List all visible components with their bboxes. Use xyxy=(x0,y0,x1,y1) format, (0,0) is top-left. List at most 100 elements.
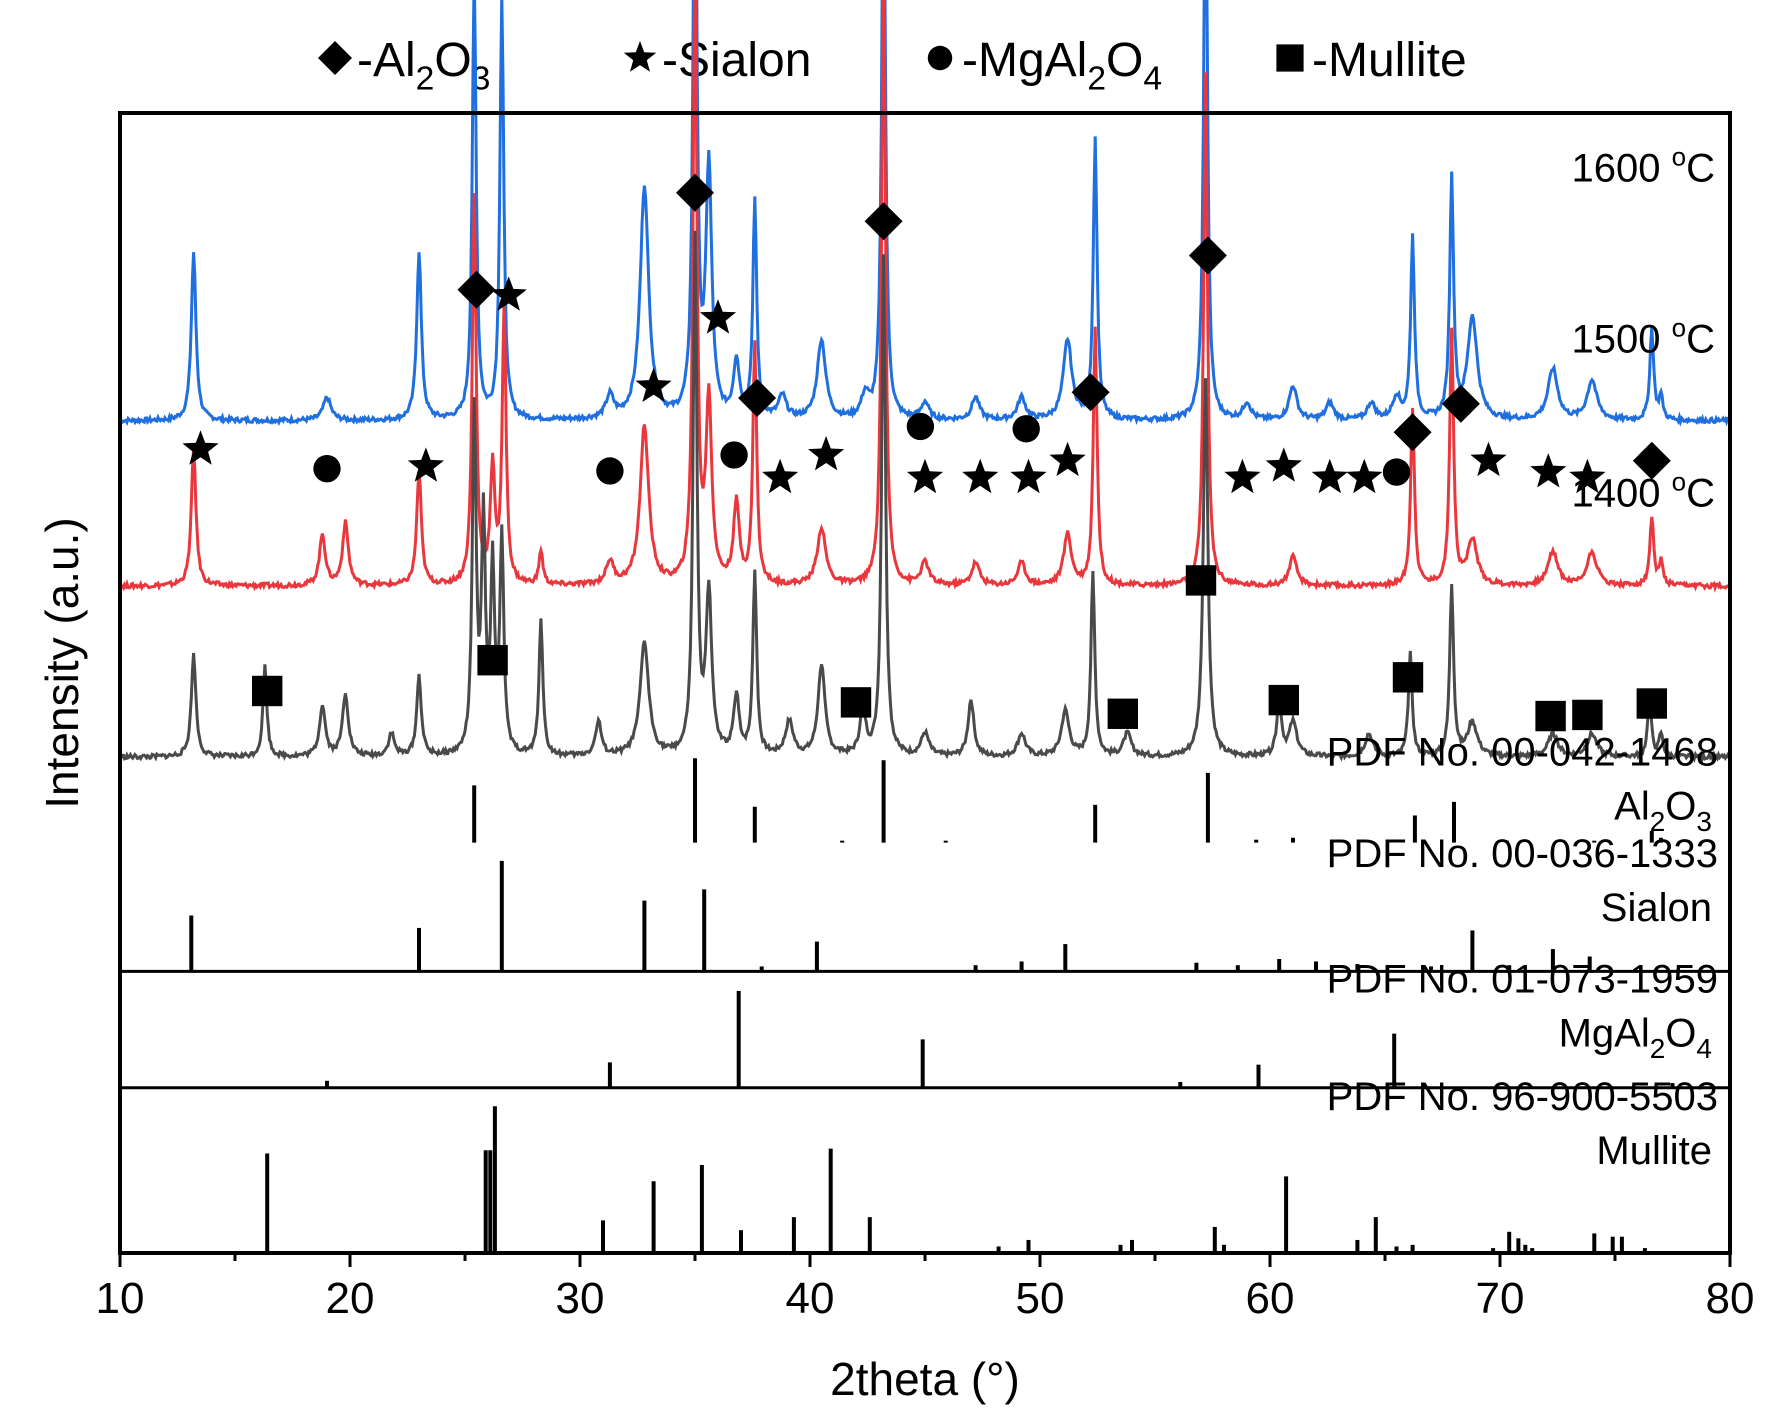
x-tick-label: 60 xyxy=(1246,1274,1295,1323)
reference-phase-label-part: O xyxy=(1665,785,1696,829)
peak-marker-diamond xyxy=(1632,441,1671,480)
series-label-0: 1600 oC xyxy=(1572,141,1715,190)
peak-marker-star xyxy=(808,436,845,471)
peak-marker-star xyxy=(1049,441,1086,477)
peak-marker-square xyxy=(252,675,283,707)
reference-phase-label: Mullite xyxy=(1596,1129,1712,1173)
series-label-degree: o xyxy=(1672,312,1686,342)
x-tick-label: 40 xyxy=(786,1274,835,1323)
series-label-unit: C xyxy=(1686,317,1715,361)
y-axis-label: Intensity (a.u.) xyxy=(36,517,88,808)
peak-marker-star xyxy=(182,430,219,465)
peak-marker-diamond xyxy=(1441,384,1480,423)
series-label-text: 1500 xyxy=(1572,317,1672,361)
legend-label-circle-part: -MgAl xyxy=(962,34,1087,87)
reference-pdf-label: PDF No. 01-073-1959 xyxy=(1327,958,1718,1002)
series-line-2 xyxy=(119,230,1732,764)
series-label-1: 1500 oC xyxy=(1572,312,1715,361)
reference-pdf-label: PDF No. 00-042-1468 xyxy=(1327,731,1718,775)
x-tick-label: 20 xyxy=(326,1274,375,1323)
series-label-text: 1600 xyxy=(1572,146,1672,190)
peak-marker-star xyxy=(490,276,527,311)
peak-marker-circle xyxy=(720,441,748,469)
peak-marker-star xyxy=(1010,458,1047,494)
series-label-degree: o xyxy=(1672,466,1686,496)
reference-phase-label-part: Mullite xyxy=(1596,1129,1712,1173)
peak-marker-square xyxy=(1107,698,1138,729)
peak-marker-diamond xyxy=(457,270,496,309)
peak-marker-circle xyxy=(313,455,341,483)
peak-marker-circle xyxy=(906,412,935,441)
series-label-degree: o xyxy=(1672,141,1686,171)
peak-marker-circle xyxy=(596,457,624,485)
peak-marker-star xyxy=(762,458,799,494)
reference-phase-label-part: 3 xyxy=(1696,806,1712,837)
legend-marker-circle xyxy=(927,45,953,71)
peak-marker-square xyxy=(1636,688,1667,719)
peak-marker-star xyxy=(699,299,737,334)
legend-label-circle-part: 4 xyxy=(1143,60,1162,97)
legend-label-star-part: -Sialon xyxy=(662,34,811,87)
peak-marker-star xyxy=(1470,441,1507,477)
legend-label-diamond-part: 2 xyxy=(416,60,435,97)
peak-marker-diamond xyxy=(864,202,903,241)
peak-marker-square xyxy=(1392,662,1424,693)
legend-marker-star xyxy=(623,41,657,72)
reference-phase-label-part: 4 xyxy=(1696,1033,1712,1064)
legend-label-circle-part: O xyxy=(1106,34,1143,87)
reference-pdf-label: PDF No. 00-036-1333 xyxy=(1327,832,1718,876)
reference-phase-label: Sialon xyxy=(1601,886,1712,930)
peak-marker-star xyxy=(1224,458,1261,494)
legend: -Al2O3 -Sialon -MgAl2O4 -Mullite xyxy=(318,34,1467,97)
reference-phase-label: MgAl2O4 xyxy=(1559,1012,1712,1064)
legend-marker-square xyxy=(1276,44,1304,72)
reference-phase-label-part: MgAl xyxy=(1559,1012,1650,1056)
peak-marker-diamond xyxy=(1393,413,1432,452)
series-label-2: 1400 oC xyxy=(1572,466,1715,515)
peak-marker-diamond xyxy=(738,379,777,417)
peak-marker-diamond xyxy=(676,173,714,212)
legend-label-diamond: -Al2O3 xyxy=(357,34,490,97)
peak-marker-star xyxy=(407,447,444,482)
series-line-1 xyxy=(118,0,1732,593)
peak-marker-star xyxy=(1311,458,1348,494)
x-tick-label: 10 xyxy=(96,1274,145,1323)
x-tick-label: 70 xyxy=(1476,1274,1525,1323)
peak-marker-square xyxy=(1535,700,1566,732)
peak-marker-diamond xyxy=(1071,373,1110,412)
legend-label-diamond-part: O xyxy=(434,34,471,87)
legend-label-square: -Mullite xyxy=(1312,34,1467,87)
series-label-unit: C xyxy=(1686,146,1715,190)
peak-marker-square xyxy=(1268,684,1299,716)
peak-marker-star xyxy=(1569,458,1606,494)
peak-marker-square xyxy=(1185,565,1217,596)
reference-phase-label-part: Sialon xyxy=(1601,886,1712,930)
peak-marker-star xyxy=(1530,453,1567,488)
legend-label-star: -Sialon xyxy=(662,34,811,87)
series-line-0 xyxy=(119,0,1732,427)
legend-label-circle-part: 2 xyxy=(1087,60,1106,97)
reference-phase-label-part: O xyxy=(1665,1012,1696,1056)
peak-marker-star xyxy=(962,458,999,494)
legend-marker-diamond xyxy=(318,41,352,75)
series-label-unit: C xyxy=(1686,471,1715,515)
peak-marker-star xyxy=(906,458,944,494)
x-axis-label: 2theta (°) xyxy=(830,1353,1020,1405)
x-tick-label: 30 xyxy=(556,1274,605,1323)
peak-marker-star xyxy=(635,367,672,402)
peak-marker-square xyxy=(477,645,508,676)
x-tick-label: 80 xyxy=(1706,1274,1755,1323)
peak-marker-star xyxy=(1346,458,1383,494)
legend-label-square-part: -Mullite xyxy=(1312,34,1467,87)
reference-phase-label-part: 2 xyxy=(1650,806,1666,837)
peak-marker-circle xyxy=(1382,458,1411,486)
reference-phase-label: Al2O3 xyxy=(1614,785,1712,837)
peak-marker-star xyxy=(1265,447,1302,482)
legend-label-circle: -MgAl2O4 xyxy=(962,34,1162,97)
reference-pdf-label: PDF No. 96-900-5503 xyxy=(1327,1075,1718,1119)
peak-marker-square xyxy=(1572,699,1603,731)
peak-marker-square xyxy=(840,687,872,718)
peak-marker-circle xyxy=(1012,415,1040,443)
